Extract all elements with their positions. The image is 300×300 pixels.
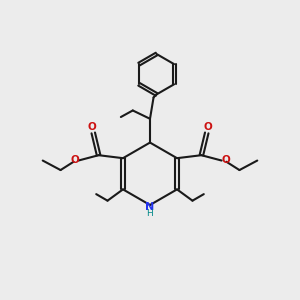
Text: N: N — [146, 202, 154, 212]
Text: O: O — [88, 122, 97, 132]
Text: H: H — [147, 209, 153, 218]
Text: O: O — [70, 155, 79, 165]
Text: O: O — [203, 122, 212, 132]
Text: O: O — [221, 155, 230, 165]
